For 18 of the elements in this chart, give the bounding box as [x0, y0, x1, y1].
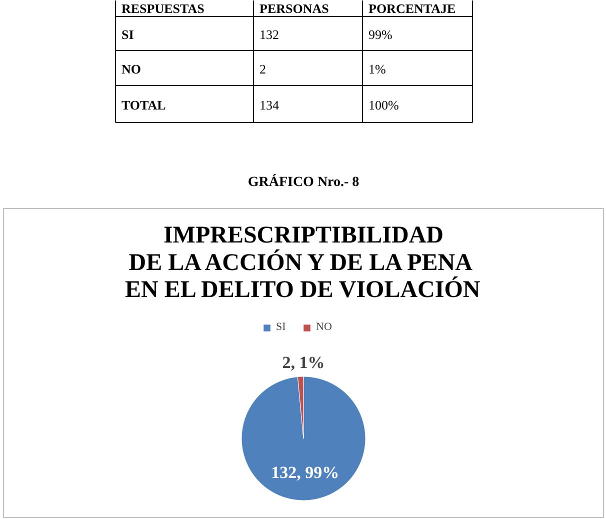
text: SI — [122, 27, 134, 42]
text: 134 — [260, 98, 280, 112]
text: TOTAL — [122, 98, 166, 112]
text: PERSONAS — [260, 1, 329, 16]
text: 1% — [368, 62, 386, 76]
text: 2 — [260, 62, 266, 76]
text: PORCENTAJE — [368, 1, 456, 16]
chart-title: IMPRESCRIPTIBILIDAD DE LA ACCIÓN Y DE LA PENA EN EL DELITO DE VIOLACIÓN — [125, 222, 481, 304]
data-label: 132, 99% — [271, 463, 340, 482]
legend-label: NO — [316, 321, 333, 333]
legend-label: SI — [276, 321, 287, 333]
text: NO — [122, 62, 141, 76]
text: 100% — [368, 98, 399, 112]
data-label: 2, 1% — [282, 353, 325, 372]
text: GRÁFICO Nro.- 8 — [248, 173, 360, 190]
text: RESPUESTAS — [122, 1, 204, 16]
text: 99% — [368, 27, 392, 42]
text: 132 — [260, 27, 279, 42]
